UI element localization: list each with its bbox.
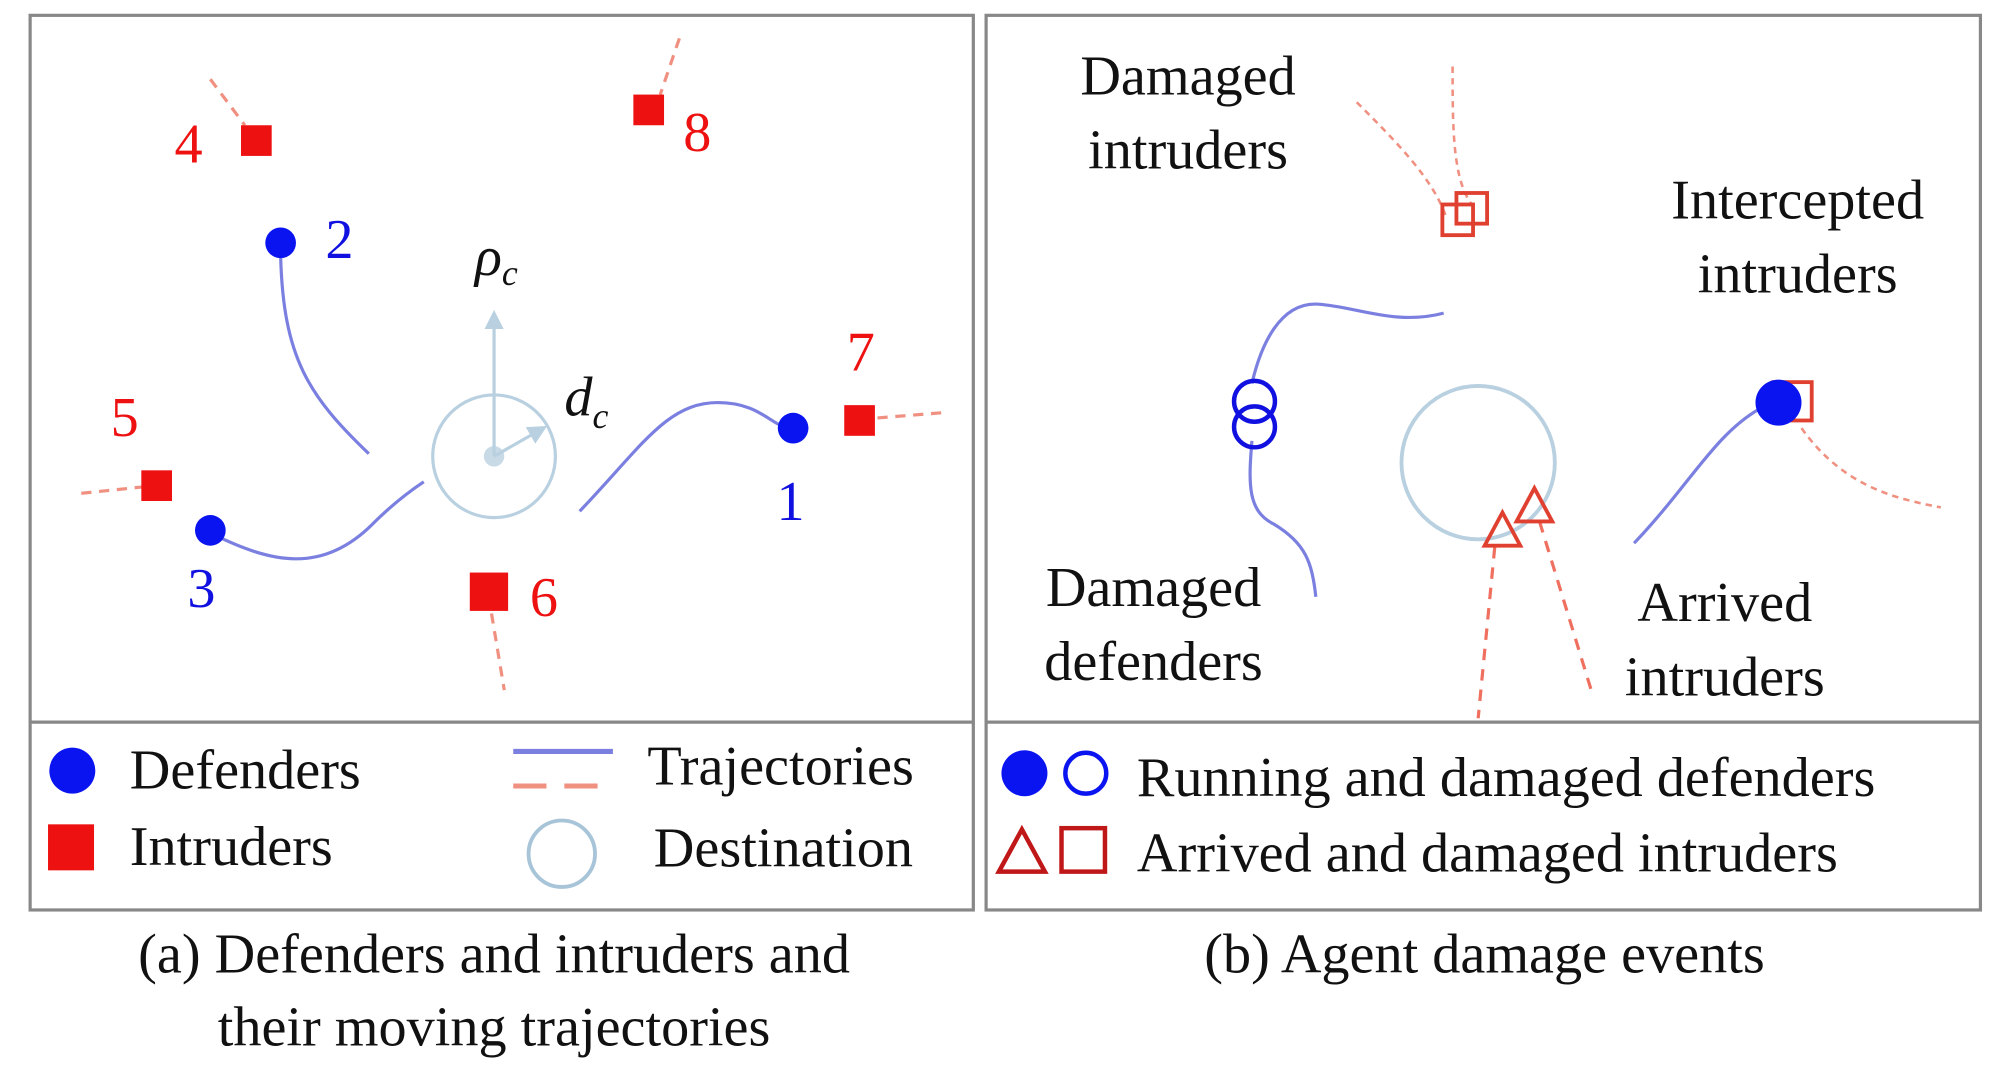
legend-trajectories: Trajectories (647, 736, 913, 798)
caption-a-line1: (a) Defenders and intruders and (138, 924, 850, 986)
annotation-damaged-intruders-1: Damaged (1080, 46, 1295, 108)
intercepting-defender (1755, 379, 1802, 426)
d-label: dc (564, 366, 608, 436)
legend-intruder-icon (48, 824, 95, 871)
intercepted-intruder-trajectory (1800, 427, 1942, 509)
destination-b (1399, 384, 1557, 542)
intruder-label-8: 8 (683, 102, 711, 164)
panel-a: ρc dc 4 5 6 7 8 1 2 3 Defenders Intrude (28, 13, 975, 912)
damaged-defender-trajectory-top (1250, 302, 1445, 384)
legend-arrived-intruder-icon (995, 824, 1049, 874)
caption-a-line2: their moving trajectories (218, 996, 771, 1058)
intruder-label-6: 6 (530, 567, 558, 629)
panel-b-frame (984, 13, 1983, 912)
defender-label-3: 3 (187, 558, 215, 620)
defender-1 (777, 412, 809, 444)
annotation-intercepted-intruders-1: Intercepted (1671, 170, 1924, 232)
legend-defenders: Defenders (130, 740, 361, 802)
intruder-label-7: 7 (847, 322, 875, 384)
legend-b: Running and damaged defenders Arrived an… (995, 747, 1875, 885)
intruder-7 (844, 405, 875, 436)
arrived-intruder-trajectory-2 (1537, 520, 1595, 698)
intruder-6-trajectory (489, 613, 506, 691)
damaged-defender-trajectory-bottom (1248, 440, 1318, 598)
legend-damaged-intruder-icon (1059, 825, 1108, 874)
legend-destination-icon (526, 818, 597, 889)
destination (431, 309, 558, 520)
arrived-intruder-trajectory-1 (1476, 546, 1497, 719)
arrived-intruder-2 (1513, 484, 1556, 524)
legend-running-defender-icon (1001, 750, 1048, 797)
annotation-damaged-defenders-2: defenders (1044, 631, 1263, 693)
annotation-intercepted-intruders-2: intruders (1698, 244, 1898, 306)
defender-label-1: 1 (777, 471, 805, 533)
intruder-label-5: 5 (111, 387, 139, 449)
legend-defenders-b: Running and damaged defenders (1137, 747, 1875, 809)
caption-b: (b) Agent damage events (1204, 924, 1764, 986)
annotation-damaged-defenders-1: Damaged (1046, 557, 1261, 619)
panel-b: Damaged intruders Intercepted intruders … (984, 13, 1983, 912)
legend-a: Defenders Intruders Trajectories Destina… (48, 736, 914, 889)
annotation-damaged-intruders-2: intruders (1088, 120, 1288, 182)
damaged-defender-2 (1231, 404, 1278, 450)
legend-intruders: Intruders (130, 816, 333, 878)
intruder-label-4: 4 (175, 113, 203, 175)
legend-destination: Destination (654, 818, 913, 880)
intercepting-defender-trajectory (1632, 407, 1761, 545)
defender-3-trajectory (212, 480, 425, 561)
annotation-arrived-intruders-2: intruders (1625, 646, 1825, 708)
defender-label-2: 2 (325, 209, 353, 271)
legend-damaged-defender-icon (1063, 750, 1109, 796)
legend-intruders-b: Arrived and damaged intruders (1137, 823, 1838, 885)
damaged-defender-1 (1231, 378, 1278, 424)
intruder-6 (469, 572, 509, 611)
legend-defender-icon (49, 747, 96, 794)
arrived-intruder-1 (1481, 508, 1524, 548)
rho-label: ρc (473, 226, 518, 293)
defender-2 (265, 227, 296, 259)
defender-1-trajectory (578, 400, 785, 513)
intruder-4 (241, 125, 272, 156)
intruder-5 (141, 470, 172, 501)
intruder-4-trajectory (209, 78, 247, 127)
annotation-arrived-intruders-1: Arrived (1637, 572, 1812, 634)
intruder-8-trajectory (658, 37, 681, 96)
damaged-intruder-2 (1454, 191, 1490, 226)
defender-3 (194, 515, 226, 546)
defender-2-trajectory (279, 255, 370, 455)
intruder-8 (633, 94, 665, 126)
d-arrow (493, 425, 548, 458)
